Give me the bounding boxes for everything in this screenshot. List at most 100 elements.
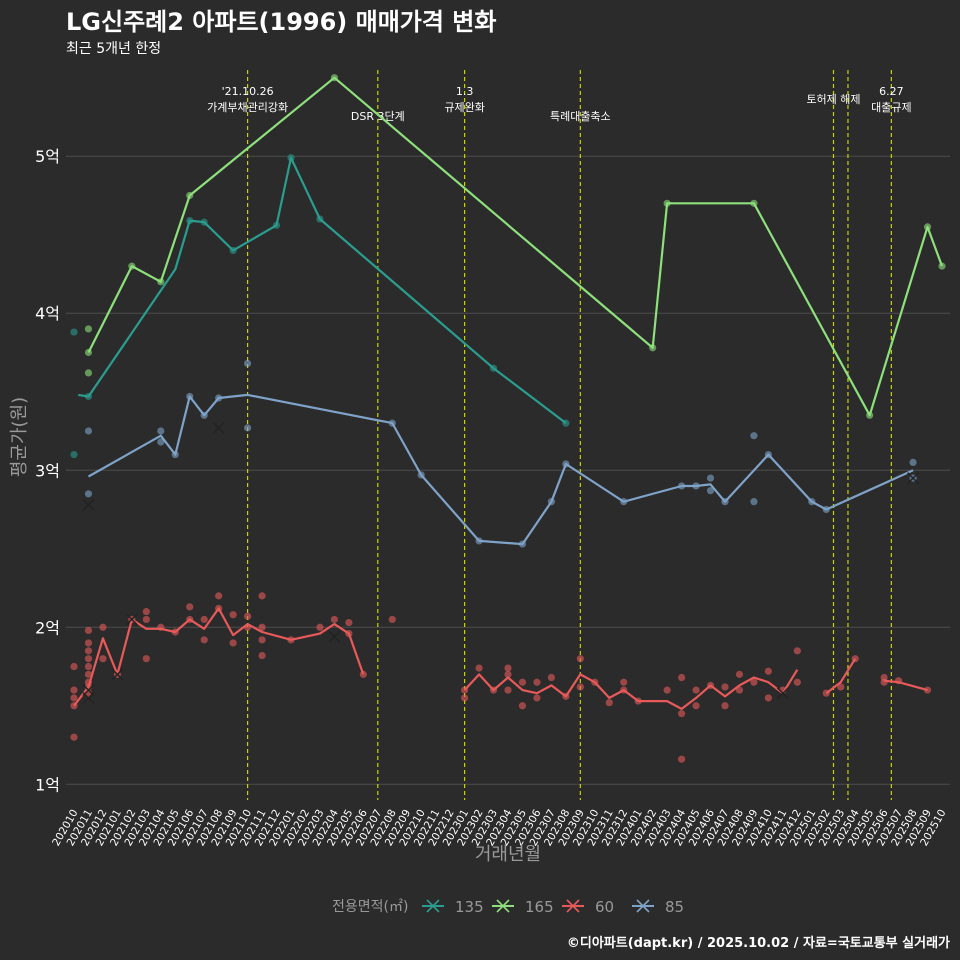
series-line: [825, 658, 857, 695]
event-label-text: DSR 3단계: [351, 110, 405, 123]
data-point: [99, 623, 107, 631]
event-label-date: 1.3: [456, 85, 474, 98]
data-point: [345, 618, 353, 627]
data-point: [706, 474, 715, 482]
series-85: [82, 359, 920, 548]
grid-lines: [66, 155, 950, 785]
data-point: [678, 710, 686, 718]
cross-marker: [328, 630, 341, 643]
data-point: [663, 686, 671, 694]
data-point: [750, 432, 758, 440]
data-point: [692, 702, 700, 710]
data-point: [84, 490, 93, 498]
data-point: [70, 694, 78, 702]
cross-stroke: [125, 613, 138, 626]
data-point: [142, 655, 150, 663]
event-label-text: 대출규제: [871, 101, 911, 114]
y-tick-label: 2억: [35, 618, 60, 637]
legend-label: 135: [455, 898, 484, 916]
cross-marker: [125, 613, 138, 626]
cross-marker: [907, 472, 920, 485]
data-point: [258, 623, 266, 631]
data-point: [504, 686, 512, 694]
cross-marker: [82, 691, 95, 704]
legend-cross: [566, 899, 580, 913]
data-point: [837, 683, 845, 691]
data-point: [764, 694, 773, 702]
data-point: [605, 699, 613, 707]
data-point: [518, 702, 527, 710]
data-point: [750, 498, 758, 506]
data-point: [533, 678, 541, 686]
cross-marker: [82, 498, 95, 511]
data-point: [880, 673, 888, 682]
legend-item-85: 85: [632, 898, 684, 916]
data-point: [142, 607, 150, 616]
x-axis-label: 거래년월: [475, 844, 541, 865]
cross-stroke: [111, 668, 124, 681]
legend-title: 전용면적(㎡): [332, 899, 408, 915]
chart-subtitle: 최근 5개년 한정: [66, 41, 161, 57]
x-axis: 2020102020112020122021012021022021032021…: [50, 807, 948, 848]
cross-marker: [212, 421, 225, 434]
data-point: [84, 655, 93, 663]
cross-marker: [776, 687, 789, 700]
data-point: [84, 647, 93, 655]
cross-stroke: [212, 421, 225, 434]
y-tick-label: 4억: [35, 304, 60, 323]
cross-marker: [111, 668, 124, 681]
data-point: [735, 686, 744, 694]
data-point: [200, 615, 208, 624]
event-label-text: 규제완화: [444, 101, 484, 114]
data-point: [547, 673, 556, 682]
data-point: [504, 670, 512, 678]
data-point: [316, 623, 324, 631]
data-point: [533, 694, 541, 702]
event-label-date: '21.10.26: [222, 85, 274, 98]
data-point: [678, 755, 686, 763]
data-point: [620, 678, 628, 686]
legend-item-165: 165: [492, 898, 554, 916]
legend-label: 60: [595, 898, 614, 916]
data-point: [923, 686, 932, 694]
y-axis: 1억 2억 3억 4억 5억: [35, 147, 60, 794]
data-point: [84, 325, 93, 333]
data-point: [157, 427, 165, 435]
data-point: [84, 369, 93, 377]
event-label-text: 특례대출축소: [550, 110, 611, 123]
data-point: [706, 487, 715, 495]
data-point: [70, 450, 78, 459]
data-point: [229, 611, 237, 619]
legend-label: 85: [665, 898, 684, 916]
legend-cross: [636, 899, 650, 913]
data-point: [70, 328, 78, 336]
series-layer: [70, 74, 946, 763]
data-point: [84, 639, 93, 647]
data-point: [84, 670, 93, 678]
cross-stroke: [776, 687, 789, 700]
data-point: [258, 592, 266, 600]
cross-stroke: [82, 498, 95, 511]
chart-title: LG신주례2 아파트(1996) 매매가격 변화: [66, 8, 496, 36]
data-point: [157, 438, 165, 446]
data-point: [518, 678, 527, 686]
series-line: [883, 679, 928, 692]
legend-cross: [426, 899, 440, 913]
data-point: [84, 662, 93, 671]
data-point: [678, 673, 686, 682]
legend-item-60: 60: [562, 898, 614, 916]
data-point: [258, 651, 266, 660]
legend-item-135: 135: [422, 898, 484, 916]
data-point: [258, 636, 266, 644]
data-point: [793, 647, 801, 655]
data-point: [504, 664, 512, 672]
cross-stroke: [907, 472, 920, 485]
legend-label: 165: [525, 898, 554, 916]
data-point: [244, 359, 252, 368]
y-tick-label: 3억: [35, 461, 60, 480]
data-point: [475, 664, 483, 672]
data-point: [84, 626, 93, 635]
